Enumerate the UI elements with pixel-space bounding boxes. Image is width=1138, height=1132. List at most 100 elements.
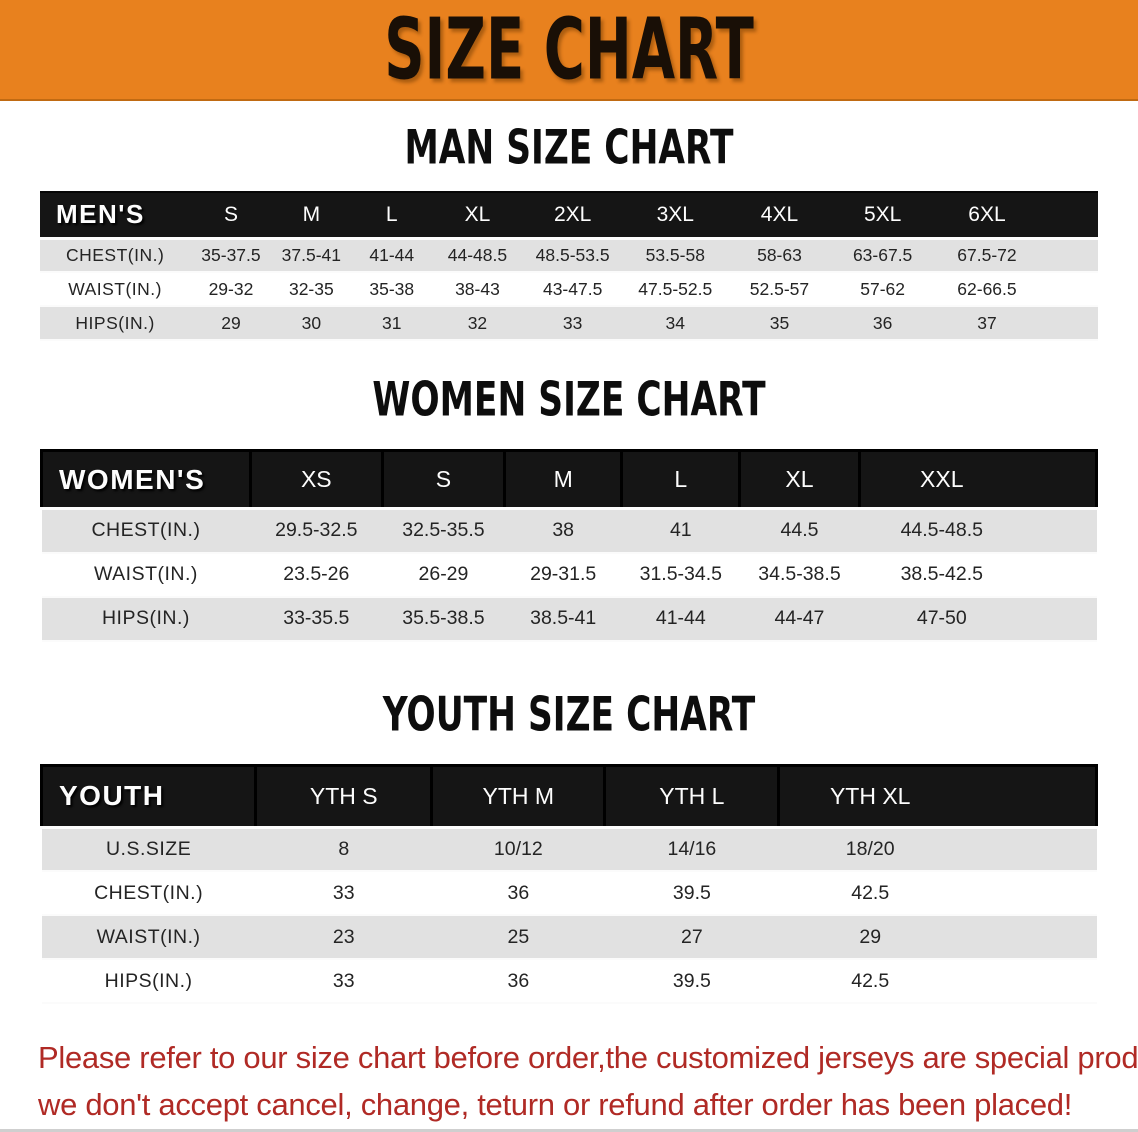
table-header-label-youth: YOUTH [39, 763, 258, 829]
measurement-value: 36 [431, 871, 605, 916]
measurement-value: 44-47 [739, 596, 860, 642]
size-column-header: XXL [857, 449, 1099, 510]
measurement-value: 34.5-38.5 [739, 552, 860, 598]
measurement-row: HIPS(IN.) 33 36 39.5 42.5 [41, 959, 1097, 1004]
disclaimer: Please refer to our size chart before or… [0, 1034, 1138, 1128]
size-column-header: L [620, 449, 742, 510]
measurement-value: 36 [831, 306, 934, 341]
measurement-row-label: CHEST(IN.) [41, 508, 251, 554]
measurement-value: 53.5-58 [622, 238, 728, 273]
measurement-value: 44.5-48.5 [859, 508, 1097, 554]
measurement-value: 14/16 [604, 827, 779, 872]
measurement-value: 41-44 [621, 596, 740, 642]
measurement-value: 44-48.5 [432, 238, 523, 273]
size-column-header: 3XL [622, 191, 728, 240]
measurement-value: 26-29 [382, 552, 505, 598]
measurement-value: 23 [255, 915, 432, 960]
size-column-header: S [190, 191, 272, 240]
size-table-men: MEN'S S M L XL 2XL 3XL 4XL 5XL 6XL CHEST(IN.) 35-37… [40, 191, 1098, 341]
measurement-value: 38-43 [432, 272, 523, 307]
size-chart-section-youth: YOUTH SIZE CHART YOUTH YTH S YTH M YTH L YTH … [0, 687, 1138, 1004]
measurement-value: 31 [351, 306, 433, 341]
measurement-value: 39.5 [604, 959, 779, 1004]
measurement-value: 35-38 [351, 272, 433, 307]
measurement-value: 25 [431, 915, 605, 960]
measurement-row: WAIST(IN.) 29-32 32-35 35-38 38-43 43-47.5 47.… [40, 272, 1098, 307]
measurement-value: 37 [933, 306, 1098, 341]
measurement-value: 31.5-34.5 [621, 552, 740, 598]
measurement-value: 29.5-32.5 [250, 508, 383, 554]
measurement-row: U.S.SIZE 8 10/12 14/16 18/20 [41, 827, 1097, 872]
measurement-value: 35 [727, 306, 832, 341]
size-column-header: XS [248, 449, 384, 510]
disclaimer-line-2: we don't accept cancel, change, teturn o… [38, 1087, 1073, 1122]
size-table-youth: YOUTH YTH S YTH M YTH L YTH XL U.S.SIZE 8 10/12… [39, 763, 1098, 1004]
measurement-row: CHEST(IN.) 33 36 39.5 42.5 [41, 871, 1097, 916]
measurement-value: 42.5 [778, 959, 1097, 1004]
size-chart-section-men: MAN SIZE CHART MEN'S S M L XL 2XL 3XL 4XL 5XL 6XL C… [0, 120, 1138, 341]
size-column-header: YTH S [254, 763, 434, 829]
size-column-header: XL [738, 449, 861, 510]
measurement-value: 44.5 [739, 508, 860, 554]
table-header-label-men: MEN'S [40, 191, 191, 240]
page-title: SIZE CHART [384, 0, 754, 99]
measurement-value: 33 [522, 306, 623, 341]
section-title-women: WOMEN SIZE CHART [372, 372, 766, 427]
measurement-row-label: CHEST(IN.) [40, 238, 191, 273]
measurement-row: WAIST(IN.) 23 25 27 29 [41, 915, 1097, 960]
measurement-value: 35.5-38.5 [382, 596, 505, 642]
measurement-row-label: HIPS(IN.) [40, 306, 191, 341]
measurement-value: 23.5-26 [250, 552, 383, 598]
measurement-row-label: U.S.SIZE [41, 827, 256, 872]
measurement-value: 32-35 [271, 272, 352, 307]
measurement-value: 67.5-72 [933, 238, 1098, 273]
measurement-value: 38.5-41 [504, 596, 622, 642]
measurement-row: HIPS(IN.) 29 30 31 32 33 34 35 36 37 [40, 306, 1098, 341]
size-column-header: 4XL [727, 191, 832, 240]
measurement-value: 57-62 [831, 272, 934, 307]
measurement-value: 62-66.5 [933, 272, 1098, 307]
measurement-value: 18/20 [778, 827, 1097, 872]
size-column-header: 5XL [831, 191, 934, 240]
measurement-value: 41 [621, 508, 740, 554]
measurement-value: 29 [190, 306, 272, 341]
measurement-value: 48.5-53.5 [522, 238, 623, 273]
measurement-row-label: HIPS(IN.) [41, 596, 251, 642]
measurement-value: 58-63 [727, 238, 832, 273]
measurement-value: 43-47.5 [522, 272, 623, 307]
size-column-header: YTH XL [777, 763, 1098, 829]
size-table-women: WOMEN'S XS S M L XL XXL CHEST(IN.) 29.5-32.5 32.5… [40, 449, 1099, 642]
measurement-value: 63-67.5 [831, 238, 934, 273]
measurement-value: 27 [604, 915, 779, 960]
measurement-value: 33 [255, 871, 432, 916]
table-header-row-youth: YOUTH YTH S YTH M YTH L YTH XL [39, 763, 1098, 829]
measurement-row-label: WAIST(IN.) [40, 272, 191, 307]
measurement-value: 52.5-57 [727, 272, 832, 307]
measurement-value: 37.5-41 [271, 238, 352, 273]
table-header-label-women: WOMEN'S [40, 449, 252, 510]
size-column-header: M [271, 191, 352, 240]
measurement-value: 34 [622, 306, 728, 341]
measurement-value: 8 [255, 827, 432, 872]
section-title-men: MAN SIZE CHART [404, 120, 734, 175]
size-column-header: 2XL [522, 191, 623, 240]
measurement-value: 32 [432, 306, 523, 341]
measurement-value: 35-37.5 [190, 238, 272, 273]
measurement-value: 38 [504, 508, 622, 554]
measurement-row: CHEST(IN.) 29.5-32.5 32.5-35.5 38 41 44.5 44.5… [41, 508, 1097, 554]
banner: SIZE CHART [0, 0, 1138, 101]
size-column-header: S [380, 449, 507, 510]
measurement-value: 41-44 [351, 238, 433, 273]
measurement-value: 47-50 [859, 596, 1097, 642]
measurement-value: 32.5-35.5 [382, 508, 505, 554]
measurement-value: 10/12 [431, 827, 605, 872]
measurement-value: 47.5-52.5 [622, 272, 728, 307]
measurement-value: 38.5-42.5 [859, 552, 1097, 598]
size-column-header: L [351, 191, 433, 240]
measurement-value: 39.5 [604, 871, 779, 916]
measurement-row: HIPS(IN.) 33-35.5 35.5-38.5 38.5-41 41-44 44-… [41, 596, 1097, 642]
measurement-row-label: HIPS(IN.) [41, 959, 256, 1004]
size-column-header: M [503, 449, 624, 510]
table-header-row-women: WOMEN'S XS S M L XL XXL [40, 449, 1099, 510]
